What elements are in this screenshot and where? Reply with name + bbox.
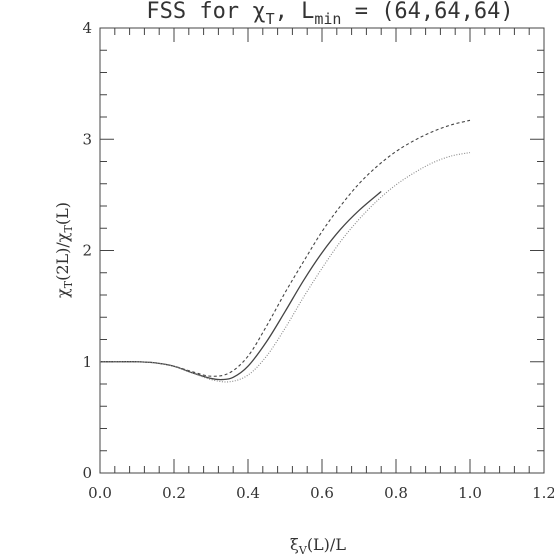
x-tick-label: 0.8 [384, 484, 408, 502]
xlabel-sub: V [298, 544, 308, 554]
y-tick-label: 1 [82, 353, 92, 371]
title-main: FSS for χ [146, 0, 265, 24]
series-line-solid [100, 191, 382, 381]
y-tick-label: 0 [82, 464, 92, 482]
x-tick-label: 1.2 [532, 484, 554, 502]
y-tick-labels: 0 1 2 3 4 [82, 19, 92, 482]
y-axis-label: χT(2L)/χT(L) [53, 202, 75, 298]
series-line-dashed [100, 119, 471, 377]
x-tick-label: 0.2 [162, 484, 186, 502]
series-group [100, 119, 471, 383]
y-tick-label: 4 [82, 19, 92, 37]
title-sub1: T [266, 10, 275, 28]
series-line-dotted [100, 152, 471, 383]
ylabel-p3: (L) [53, 202, 72, 225]
title-mid: , L [275, 0, 315, 24]
xlabel-tail: (L)/L [307, 535, 347, 554]
x-axis-label: ξV(L)/L [290, 535, 346, 554]
ylabel-s2: T [62, 225, 75, 233]
x-tick-labels: 0.0 0.2 0.4 0.6 0.8 1.0 1.2 [88, 484, 554, 502]
x-tick-label: 0.6 [310, 484, 334, 502]
x-tick-label: 1.0 [458, 484, 482, 502]
chart-title: FSS for χT, Lmin = (64,64,64) [146, 0, 513, 28]
title-sub2: min [314, 10, 341, 28]
ylabel-p2: (2L)/χ [53, 232, 72, 281]
title-tail: = (64,64,64) [341, 0, 513, 24]
ylabel-p1: χ [53, 288, 72, 298]
xlabel-main: ξ [290, 535, 299, 554]
ylabel-s1: T [62, 280, 75, 288]
y-tick-label: 3 [82, 130, 92, 148]
x-tick-label: 0.4 [236, 484, 260, 502]
y-tick-label: 2 [82, 242, 92, 260]
plot-frame [99, 27, 545, 474]
axis-ticks [99, 27, 545, 474]
x-tick-label: 0.0 [88, 484, 112, 502]
